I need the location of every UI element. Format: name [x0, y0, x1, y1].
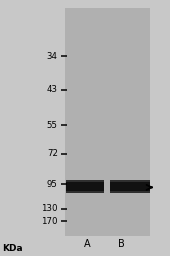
Bar	[66, 180, 104, 182]
Text: 34: 34	[47, 52, 58, 61]
Bar	[110, 180, 150, 193]
Bar	[110, 180, 150, 182]
Text: KDa: KDa	[2, 244, 22, 253]
Text: 130: 130	[41, 204, 58, 213]
Bar	[65, 8, 150, 236]
Bar	[110, 191, 150, 193]
Text: 95: 95	[47, 180, 58, 189]
Text: B: B	[118, 239, 125, 250]
Text: 72: 72	[47, 149, 58, 158]
Bar	[66, 180, 104, 193]
Bar	[66, 191, 104, 193]
Text: 170: 170	[41, 217, 58, 226]
Text: 55: 55	[47, 121, 58, 130]
Text: 43: 43	[47, 85, 58, 94]
Text: A: A	[84, 239, 91, 250]
